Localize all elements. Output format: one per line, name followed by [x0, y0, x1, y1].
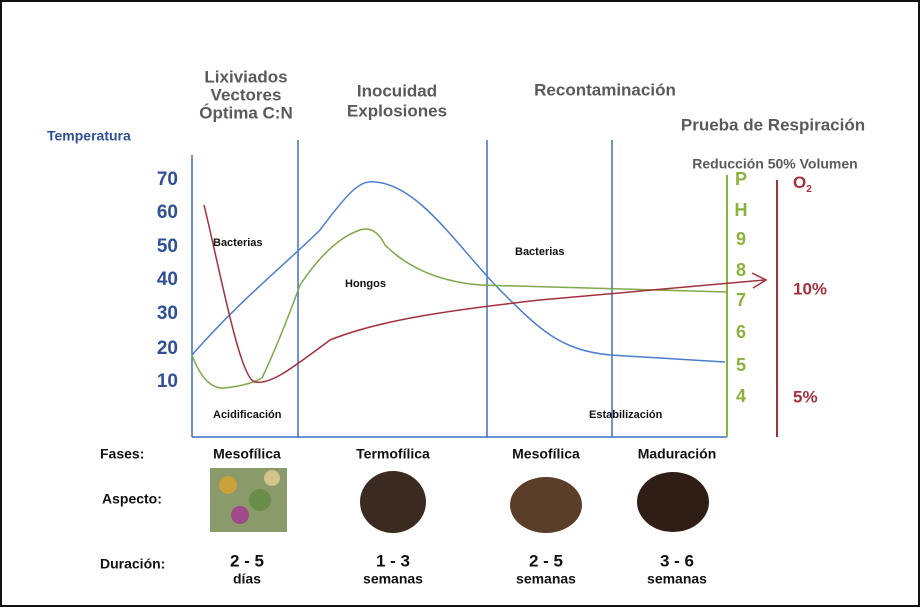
- header: Prueba de Respiración: [681, 115, 865, 134]
- phase-duration-unit: semanas: [516, 571, 576, 587]
- header: Reducción 50% Volumen: [692, 156, 857, 172]
- temperature-label: 60: [157, 202, 178, 223]
- ph-label: 4: [736, 386, 746, 406]
- header: Lixiviados: [204, 67, 287, 86]
- ph-label: P: [735, 169, 747, 189]
- ph-label: 7: [736, 290, 746, 310]
- temperature-label: 10: [157, 371, 178, 392]
- row-label: Aspecto:: [102, 491, 162, 507]
- phase-duration: 2 - 5: [529, 551, 563, 570]
- o2-label: O2: [793, 173, 812, 194]
- annotation: Hongos: [345, 278, 386, 290]
- temperature-label: 40: [157, 269, 178, 290]
- compost-images: [210, 468, 709, 533]
- phase-name: Mesofílica: [512, 446, 580, 462]
- o2-text: O: [793, 173, 806, 192]
- temperature-label: 50: [157, 236, 178, 257]
- o2-sub: 2: [806, 184, 812, 195]
- row-label: Duración:: [100, 556, 165, 572]
- temperature-label: 30: [157, 303, 178, 324]
- phase-duration: 1 - 3: [376, 551, 410, 570]
- phase-name: Termofílica: [356, 446, 430, 462]
- phase-duration-unit: semanas: [647, 571, 707, 587]
- ph-label: 5: [736, 355, 746, 375]
- ph-label: H: [735, 200, 748, 220]
- o2-level: 5%: [793, 387, 818, 406]
- header: Vectores: [211, 85, 282, 104]
- annotation: Acidificación: [213, 409, 282, 421]
- ph-label: 8: [736, 260, 746, 280]
- ph-label: 9: [736, 229, 746, 249]
- phase-duration-unit: semanas: [363, 571, 423, 587]
- temperature-curve: [191, 181, 726, 363]
- header: Recontaminación: [534, 80, 676, 99]
- annotation: Bacterias: [515, 246, 565, 258]
- ph-curve: [191, 228, 728, 389]
- header: Óptima C:N: [199, 103, 293, 122]
- phase-duration: 3 - 6: [660, 551, 694, 570]
- temperature-label: 20: [157, 338, 178, 359]
- axis-title: Temperatura: [47, 128, 131, 144]
- phase-duration: 2 - 5: [230, 551, 264, 570]
- annotation: Estabilización: [589, 409, 663, 421]
- annotation: Bacterias: [213, 237, 263, 249]
- header: Inocuidad: [357, 81, 437, 100]
- phase-name: Mesofílica: [213, 446, 281, 462]
- row-label: Fases:: [100, 446, 144, 462]
- phase-name: Maduración: [638, 446, 717, 462]
- phase-duration-unit: días: [233, 571, 261, 587]
- header: Explosiones: [347, 101, 447, 120]
- ph-label: 6: [736, 322, 746, 342]
- o2-level: 10%: [793, 279, 827, 298]
- o2-curve: [203, 204, 766, 384]
- arrowhead: [751, 272, 768, 289]
- temperature-label: 70: [157, 169, 178, 190]
